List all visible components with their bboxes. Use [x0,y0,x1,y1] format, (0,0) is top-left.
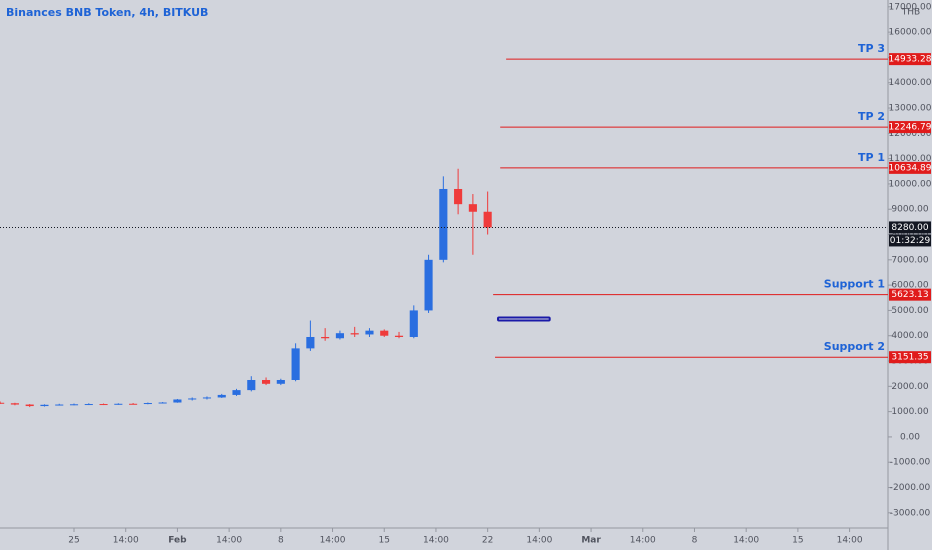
level-name: Support 1 [824,278,885,291]
level-price-label: 10634.89 [889,163,932,173]
x-tick-label: 14:00 [216,536,242,546]
candle-body [25,404,34,407]
level-price-label: 14933.28 [889,55,932,65]
level-price-box [889,53,931,66]
y-tick-label: 10000.00 [889,179,932,189]
x-tick-label: 14:00 [113,536,139,546]
y-tick-label: -2000.00 [890,483,931,493]
x-tick-label: 14:00 [837,536,863,546]
x-tick-label: 14:00 [630,536,656,546]
candle-body [188,398,197,400]
price-axis [888,0,932,550]
currency-label: THB [901,8,920,18]
chart-title: Binances BNB Token, 4h, BITKUB [6,6,208,19]
candle-body [158,402,167,404]
level-name: TP 3 [858,42,885,55]
candle-body [247,379,256,391]
candle-body [40,404,49,407]
x-tick-label: 8 [692,536,698,546]
x-tick-label: 15 [379,536,390,546]
candle-body [232,390,241,395]
x-tick-label: 14:00 [526,536,552,546]
countdown-box [889,234,931,247]
candle-body [483,211,492,228]
candle-body [69,404,79,406]
level-price-label: 5623.13 [891,290,928,300]
zone-box [496,316,551,322]
level-price-label: 12246.79 [889,123,932,133]
candle-body [55,404,64,406]
candle-body [468,204,477,212]
level-price-box [889,161,931,174]
y-tick-label: 1000.00 [891,407,928,417]
y-tick-label: 11000.00 [889,154,932,164]
candle-body [335,333,344,339]
x-tick-label: 15 [792,536,803,546]
level-price-box [889,121,931,134]
candle-body [321,336,330,339]
candle-body [380,330,389,336]
candle-body [261,379,271,384]
level-name: TP 2 [858,110,885,123]
level-name: TP 1 [858,151,885,164]
candle-body [424,259,433,311]
candle-body [291,348,300,380]
y-tick-label: -1000.00 [890,458,931,468]
level-name: Support 2 [824,340,885,353]
y-tick-label: 17000.00 [889,2,932,12]
candle-body [129,403,138,405]
y-tick-label: 16000.00 [889,28,932,38]
y-tick-label: 7000.00 [891,255,928,265]
candle-body [306,336,315,349]
candle-body [394,335,404,337]
candle-body [439,188,448,260]
candle-body [217,394,226,398]
y-tick-label: 6000.00 [891,281,928,291]
x-tick-label: Feb [168,536,187,546]
x-tick-label: 14:00 [733,536,759,546]
x-tick-label: 14:00 [423,536,449,546]
candle-body [409,310,418,337]
y-tick-label: 0.00 [900,432,920,442]
x-tick-label: 22 [482,536,493,546]
last-price-label: 8280.00 [891,223,928,233]
y-tick-label: 12000.00 [889,129,932,139]
candle-body [173,399,182,403]
candle-body [454,188,463,205]
level-price-box [889,351,931,364]
candle-body [143,403,152,405]
x-tick-label: 14:00 [320,536,346,546]
candle-body [276,379,285,384]
candle-body [114,403,123,405]
x-tick-label: 25 [68,536,79,546]
y-tick-label: 13000.00 [889,104,932,114]
candle-body [350,333,359,335]
candle-body [10,403,19,405]
candle-body [0,402,5,404]
candle-body [202,397,212,399]
candle-body [84,404,93,406]
last-price-box [889,221,931,234]
y-tick-label: 14000.00 [889,78,932,88]
level-price-label: 3151.35 [891,353,928,363]
x-tick-label: 8 [278,536,284,546]
y-tick-label: 2000.00 [891,382,928,392]
candle-body [99,404,108,406]
y-tick-label: -3000.00 [890,508,931,518]
countdown-label: 01:32:29 [890,236,931,246]
y-tick-label: 4000.00 [891,331,928,341]
candle-body [365,330,374,335]
y-tick-label: 9000.00 [891,205,928,215]
level-price-box [889,288,931,301]
x-tick-label: Mar [581,536,601,546]
y-tick-label: 5000.00 [891,306,928,316]
